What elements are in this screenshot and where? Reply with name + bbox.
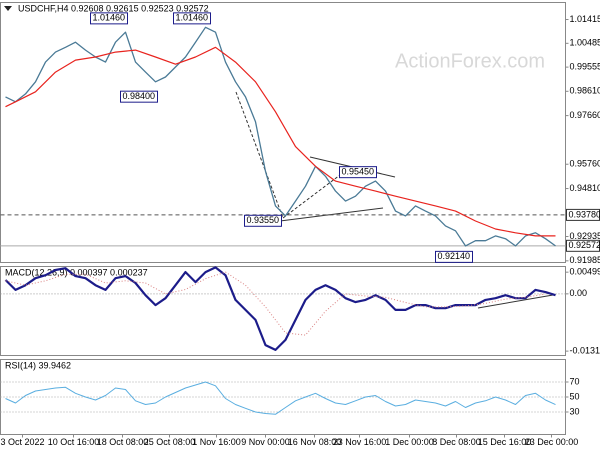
annotation-label: 1.01460 bbox=[176, 13, 209, 23]
x-tick-label: 25 Oct 08:00 bbox=[144, 437, 196, 447]
x-tick-label: 23 Nov 16:00 bbox=[333, 437, 387, 447]
y-tick-label: 1.00485 bbox=[570, 38, 600, 48]
y-tick-label: 0.95760 bbox=[570, 159, 600, 169]
annotation-label: 0.93550 bbox=[247, 215, 280, 225]
annotation-box bbox=[90, 12, 128, 25]
y-tick-label: 0.98610 bbox=[570, 86, 600, 96]
price-label: 0.93780 bbox=[569, 209, 600, 219]
x-tick-label: 15 Dec 16:00 bbox=[478, 437, 532, 447]
annotation-label: 0.92140 bbox=[438, 251, 471, 261]
x-tick-label: 23 Dec 00:00 bbox=[525, 437, 579, 447]
y-tick-label: 1.01415 bbox=[570, 14, 600, 24]
series-line bbox=[4, 266, 556, 351]
annotation-box bbox=[120, 90, 158, 103]
price-label: 0.92572 bbox=[569, 240, 600, 250]
x-tick-label: 10 Oct 16:00 bbox=[48, 437, 100, 447]
annotation-label: 0.98400 bbox=[123, 91, 156, 101]
series-line bbox=[5, 381, 556, 415]
trend-dashed bbox=[282, 174, 341, 219]
y-tick-label: 70 bbox=[570, 376, 580, 386]
x-tick-label: 18 Oct 08:00 bbox=[97, 437, 149, 447]
x-tick-label: 1 Nov 16:00 bbox=[192, 437, 241, 447]
macd-panel-frame bbox=[0, 266, 566, 356]
y-tick-label: 50 bbox=[570, 391, 580, 401]
x-tick-label: 1 Dec 00:00 bbox=[385, 437, 434, 447]
x-tick-label: 3 Oct 2022 bbox=[0, 437, 44, 447]
chart-title: USDCHF,H4 0.92608 0.92615 0.92523 0.9257… bbox=[18, 3, 209, 13]
y-tick-label: 30 bbox=[570, 406, 580, 416]
macd-trendline bbox=[477, 294, 554, 309]
y-tick-label: 0.97660 bbox=[570, 110, 600, 120]
annotation-box bbox=[173, 12, 211, 25]
annotation-label: 0.95450 bbox=[342, 167, 375, 177]
series-line bbox=[5, 46, 556, 237]
annotation-box bbox=[244, 214, 282, 227]
y-tick-label: 0.94810 bbox=[570, 183, 600, 193]
annotation-label: 1.01460 bbox=[93, 13, 126, 23]
x-tick-label: 9 Nov 00:00 bbox=[241, 437, 290, 447]
menu-arrow bbox=[4, 6, 12, 11]
x-tick-label: 16 Nov 08:00 bbox=[288, 437, 342, 447]
watermark: ActionForex.com bbox=[395, 50, 545, 72]
macd-title: MACD(12,26,9) 0.000397 0.000237 bbox=[5, 267, 148, 277]
rsi-title: RSI(14) 39.9462 bbox=[5, 360, 71, 370]
x-tick-label: 8 Dec 08:00 bbox=[432, 437, 481, 447]
annotation-box bbox=[435, 250, 473, 263]
series-line bbox=[5, 26, 556, 247]
y-tick-label: 0.91985 bbox=[570, 255, 600, 265]
y-tick-label: 0.00 bbox=[570, 288, 588, 298]
price-panel-frame bbox=[0, 2, 566, 263]
y-tick-label: -0.013193 bbox=[570, 346, 600, 356]
annotation-box bbox=[339, 166, 377, 179]
y-tick-label: 0.99555 bbox=[570, 61, 600, 71]
series-line bbox=[5, 271, 546, 336]
y-tick-label: 0.004993 bbox=[570, 267, 600, 277]
trend-dashed bbox=[235, 91, 284, 219]
y-tick-label: 0.92935 bbox=[570, 231, 600, 241]
